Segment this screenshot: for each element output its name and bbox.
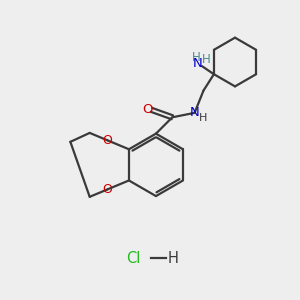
Text: N: N bbox=[190, 106, 200, 119]
Text: N: N bbox=[193, 57, 202, 70]
Text: O: O bbox=[103, 183, 112, 196]
Text: H: H bbox=[202, 53, 210, 66]
Text: O: O bbox=[103, 134, 112, 147]
Text: O: O bbox=[142, 103, 152, 116]
Text: H: H bbox=[199, 113, 207, 123]
Text: Cl: Cl bbox=[127, 251, 141, 266]
Text: H: H bbox=[192, 51, 200, 64]
Text: H: H bbox=[168, 251, 178, 266]
